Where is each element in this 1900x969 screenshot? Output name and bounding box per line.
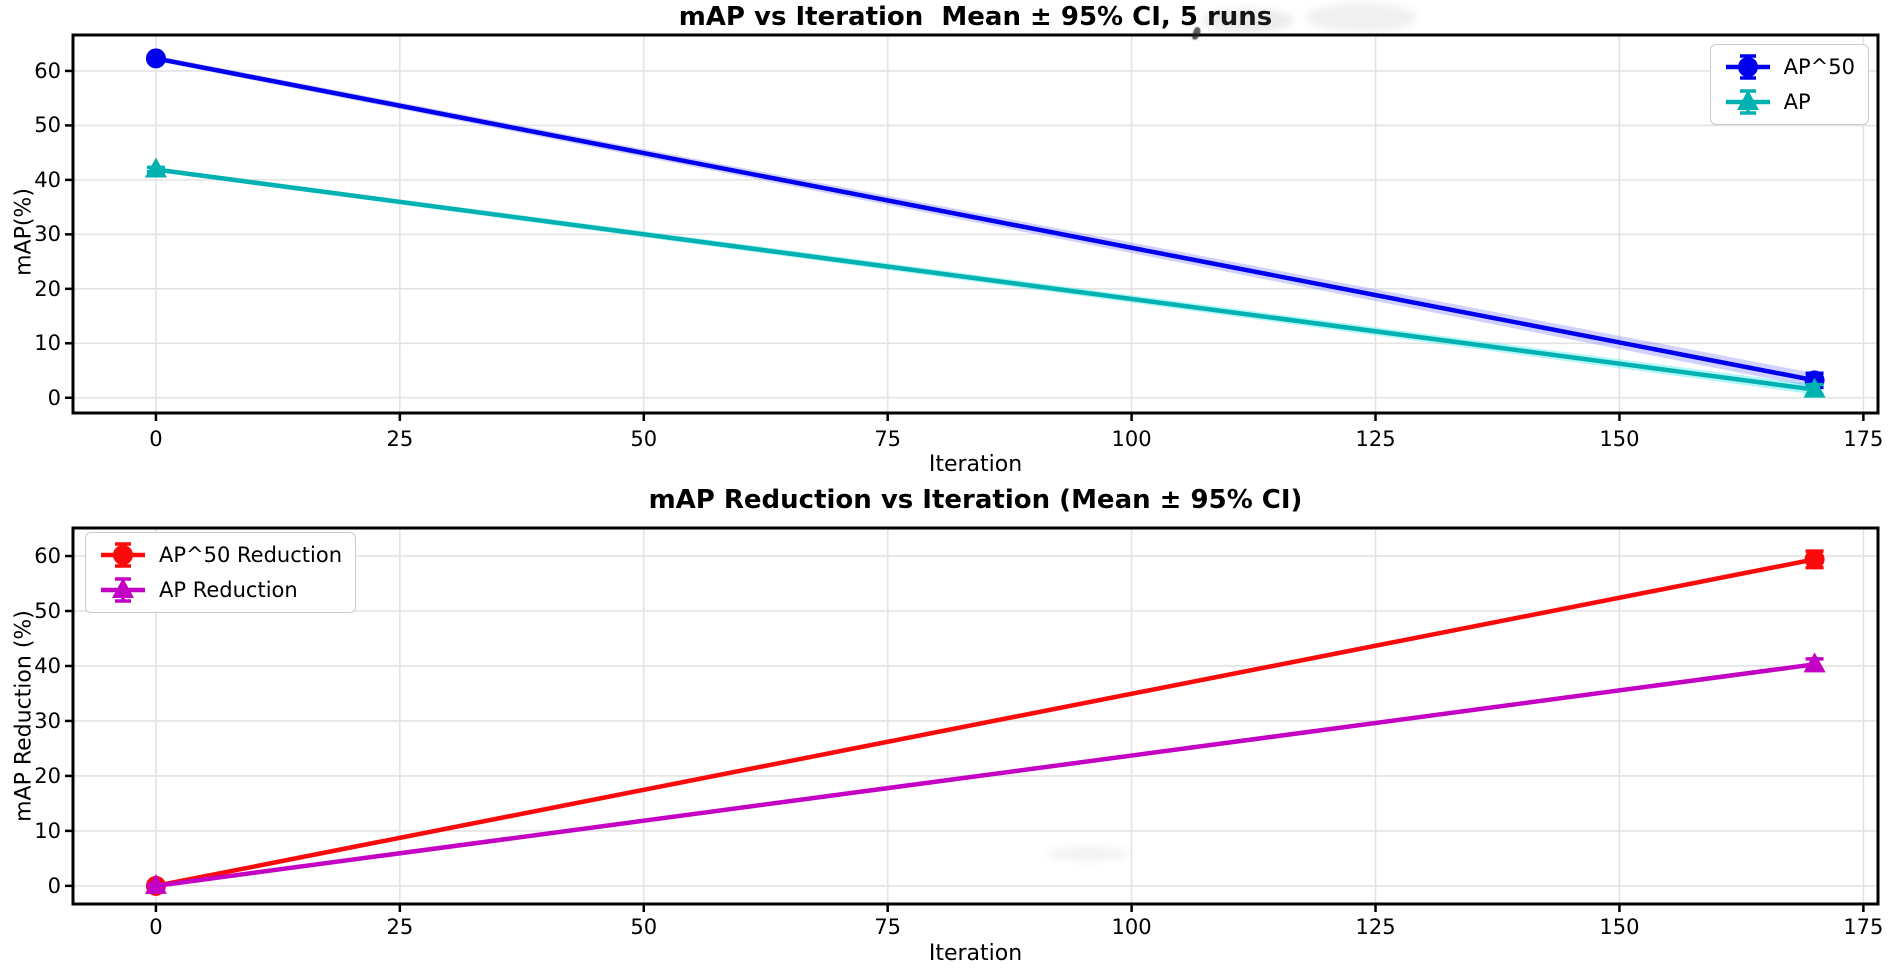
x-tick-label: 50 — [630, 915, 658, 939]
y-tick-label: 10 — [34, 331, 61, 356]
legend-label: AP Reduction — [159, 578, 298, 602]
y-tick-label: 40 — [34, 653, 61, 678]
circle-marker — [145, 48, 166, 69]
smudge-artifact — [1305, 3, 1417, 32]
y-tick-label: 20 — [34, 276, 61, 301]
chart-title-bottom: mAP Reduction vs Iteration (Mean ± 95% C… — [648, 485, 1303, 515]
series-line — [155, 56, 1816, 383]
x-tick-label: 0 — [149, 915, 163, 939]
y-tick-label: 50 — [34, 113, 61, 138]
triangle-marker — [144, 157, 167, 178]
legend-entry: AP — [1724, 88, 1855, 116]
x-tick-label: 0 — [149, 427, 163, 451]
x-tick-label: 75 — [874, 427, 902, 451]
x-tick-label: 100 — [1111, 427, 1152, 451]
y-tick-label: 50 — [34, 599, 61, 623]
legend-circle-errorbar-icon — [101, 542, 145, 568]
subplot-map-vs-iteration — [65, 33, 1880, 421]
x-tick-label: 175 — [1843, 915, 1884, 939]
series-line — [155, 662, 1815, 889]
triangle-marker — [144, 873, 167, 894]
legend-marker — [1737, 57, 1758, 77]
x-axis-label-top: Iteration — [928, 452, 1023, 477]
legend-label: AP^50 Reduction — [159, 543, 343, 567]
y-tick-label: 60 — [34, 544, 61, 569]
subplot-map-reduction-vs-iteration — [65, 526, 1880, 912]
x-tick-label: 150 — [1599, 915, 1640, 939]
smudge-artifact — [1202, 9, 1294, 32]
y-tick-label: 30 — [34, 222, 61, 247]
x-tick-label: 175 — [1843, 427, 1884, 451]
legend-entry: AP^50 Reduction — [99, 541, 342, 569]
legend-triangle-errorbar-icon — [101, 577, 145, 603]
legend-entry: AP^50 — [1724, 53, 1855, 81]
series-line — [155, 167, 1815, 392]
triangle-marker — [1803, 652, 1826, 673]
axes-spines — [71, 526, 1880, 906]
legend-marker — [113, 545, 133, 565]
legend-bottom-chart: AP^50 Reduction AP Reduction — [85, 532, 357, 613]
legend-circle-errorbar-icon — [1725, 54, 1770, 80]
x-tick-label: 75 — [874, 915, 902, 939]
x-tick-label: 150 — [1599, 427, 1640, 451]
legend-top-chart: AP^50 AP — [1709, 44, 1869, 125]
axes-spines — [71, 33, 1880, 415]
smudge-artifact — [1047, 846, 1129, 861]
y-tick-label: 60 — [34, 58, 61, 83]
circle-marker — [1804, 549, 1825, 570]
chart-title-top: mAP vs Iteration Mean ± 95% CI, 5 runs — [678, 2, 1273, 32]
triangle-marker — [1803, 377, 1826, 398]
y-tick-label: 0 — [47, 385, 61, 410]
legend-label: AP — [1783, 90, 1811, 114]
legend-label: AP^50 — [1783, 55, 1855, 79]
legend-triangle-errorbar-icon — [1725, 89, 1770, 115]
y-tick-label: 30 — [34, 708, 61, 733]
legend-entry: AP Reduction — [99, 576, 342, 604]
x-tick-label: 100 — [1111, 915, 1152, 939]
y-tick-label: 0 — [47, 873, 61, 898]
x-tick-label: 25 — [386, 915, 414, 939]
x-axis-label-bottom: Iteration — [928, 941, 1023, 966]
x-tick-label: 125 — [1355, 915, 1396, 939]
legend-marker — [112, 578, 134, 598]
legend-marker — [1736, 90, 1759, 110]
x-tick-label: 50 — [630, 427, 658, 451]
x-tick-label: 25 — [386, 427, 414, 451]
y-tick-label: 20 — [34, 763, 61, 788]
series-line — [155, 557, 1816, 889]
y-tick-label: 10 — [34, 818, 61, 843]
y-tick-label: 40 — [34, 167, 61, 192]
x-tick-label: 125 — [1355, 427, 1396, 451]
